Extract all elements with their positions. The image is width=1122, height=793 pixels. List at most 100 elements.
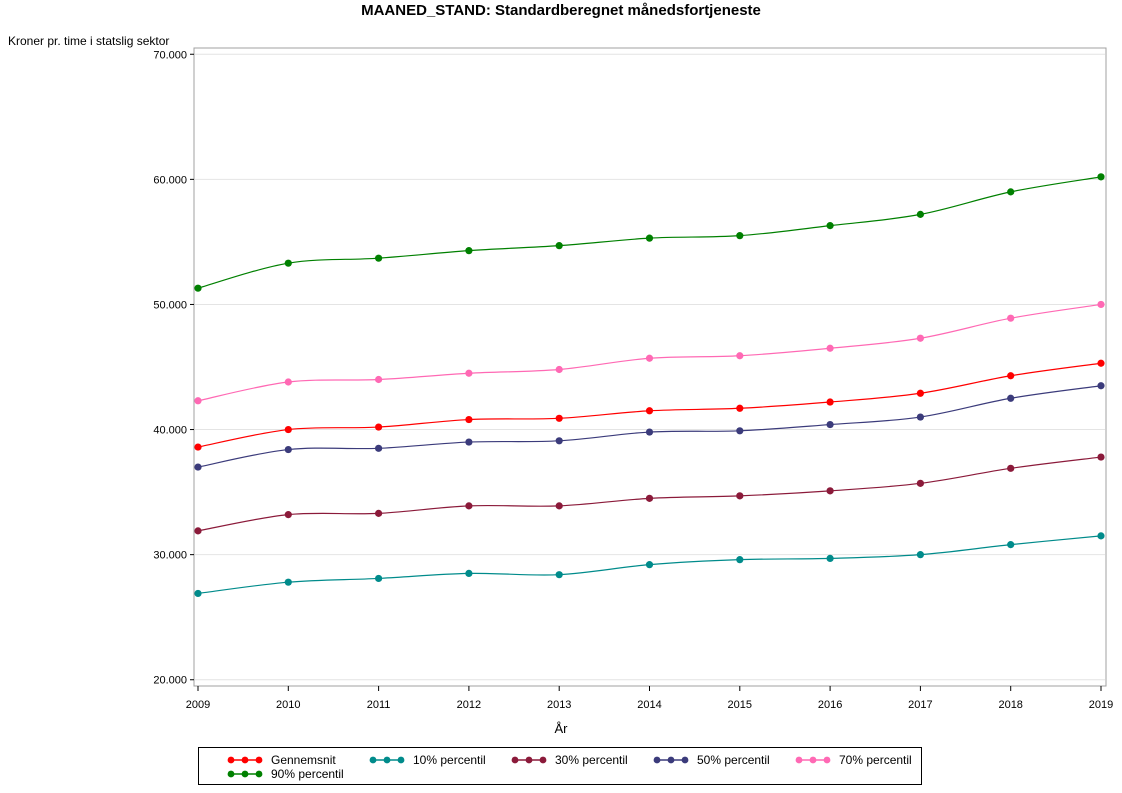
data-point	[284, 378, 292, 386]
data-point	[375, 423, 383, 431]
data-point	[826, 554, 834, 563]
series-line	[197, 385, 1102, 468]
data-point	[1097, 173, 1105, 181]
data-point	[916, 389, 925, 397]
series-lines	[194, 173, 1105, 598]
legend-item: 70% percentil	[795, 753, 912, 767]
data-point	[375, 444, 383, 452]
legend-swatch	[795, 756, 831, 764]
data-point	[1007, 188, 1015, 196]
data-point	[375, 574, 383, 583]
series-50-percentil	[194, 382, 1105, 471]
data-point	[736, 352, 744, 360]
legend-item: Gennemsnit	[227, 753, 336, 767]
y-tick-label: 70.000	[153, 49, 187, 61]
data-point	[736, 404, 744, 412]
axes: 20.000 30.000 40.000 50.000 60.000 70.000 2009…	[153, 49, 1113, 711]
data-point	[645, 407, 654, 415]
data-point	[465, 569, 473, 578]
data-point	[736, 232, 744, 240]
legend-label: 70% percentil	[839, 753, 912, 767]
x-tick-label: 2013	[547, 699, 571, 711]
legend-label: Gennemsnit	[271, 753, 336, 767]
data-point	[194, 463, 202, 471]
data-point	[826, 344, 834, 352]
data-point	[555, 242, 563, 250]
legend-item: 90% percentil	[227, 767, 344, 781]
data-point	[555, 414, 563, 422]
series-line	[197, 176, 1102, 289]
x-axis-label: År	[554, 721, 568, 736]
data-point	[284, 425, 292, 434]
data-point	[826, 398, 834, 406]
x-tick-label: 2009	[186, 699, 210, 711]
data-point	[375, 254, 383, 262]
x-tick-label: 2014	[637, 699, 661, 711]
data-point	[826, 222, 834, 230]
data-point	[465, 415, 473, 424]
x-tick-label: 2017	[908, 699, 932, 711]
y-tick-label: 20.000	[153, 675, 187, 687]
y-tick-label: 40.000	[153, 425, 187, 437]
data-point	[826, 420, 834, 429]
x-tick-label: 2016	[818, 699, 842, 711]
legend-swatch	[227, 756, 263, 764]
data-point	[1097, 532, 1105, 540]
series-70-percentil	[194, 300, 1105, 405]
data-point	[555, 571, 563, 579]
legend-label: 50% percentil	[697, 753, 770, 767]
data-point	[194, 527, 202, 535]
series-90-percentil	[194, 173, 1105, 292]
data-point	[465, 502, 473, 510]
legend-label: 10% percentil	[413, 753, 486, 767]
series-line	[197, 456, 1102, 532]
data-point	[194, 284, 202, 292]
data-point	[284, 511, 292, 519]
legend-swatch	[227, 770, 263, 778]
y-tick-label: 30.000	[153, 550, 187, 562]
data-point	[284, 578, 292, 586]
data-point	[465, 438, 473, 446]
gridlines	[195, 53, 1105, 681]
y-tick-label: 50.000	[153, 299, 187, 311]
legend-item: 30% percentil	[511, 753, 628, 767]
x-tick-label: 2019	[1089, 699, 1113, 711]
data-point	[555, 502, 563, 510]
data-point	[194, 589, 202, 598]
data-point	[375, 375, 383, 384]
data-point	[194, 397, 202, 405]
data-point	[1007, 541, 1015, 549]
data-point	[916, 210, 925, 218]
series-line	[197, 303, 1102, 402]
data-point	[465, 369, 473, 377]
data-point	[645, 234, 654, 242]
legend-swatch	[511, 756, 547, 764]
data-point	[465, 247, 473, 255]
data-point	[194, 443, 202, 451]
y-tick-label: 60.000	[153, 174, 187, 186]
x-tick-label: 2010	[276, 699, 300, 711]
data-point	[645, 428, 654, 436]
series-30-percentil	[194, 453, 1105, 535]
legend-item: 10% percentil	[369, 753, 486, 767]
data-point	[375, 509, 383, 517]
data-point	[1097, 453, 1105, 461]
data-point	[916, 413, 925, 421]
x-tick-label: 2012	[457, 699, 481, 711]
data-point	[1007, 314, 1015, 322]
chart-title: MAANED_STAND: Standardberegnet månedsfor…	[361, 2, 761, 19]
data-point	[1097, 359, 1105, 367]
legend-item: 50% percentil	[653, 753, 770, 767]
data-point	[736, 427, 744, 435]
data-point	[555, 365, 563, 374]
data-point	[1007, 372, 1015, 380]
data-point	[736, 492, 744, 500]
data-point	[736, 556, 744, 564]
data-point	[284, 259, 292, 267]
data-point	[284, 445, 292, 454]
series-10-percentil	[194, 532, 1105, 598]
legend-swatch	[369, 756, 405, 764]
plot-frame	[193, 47, 1107, 687]
data-point	[645, 354, 654, 362]
x-tick-label: 2015	[728, 699, 752, 711]
